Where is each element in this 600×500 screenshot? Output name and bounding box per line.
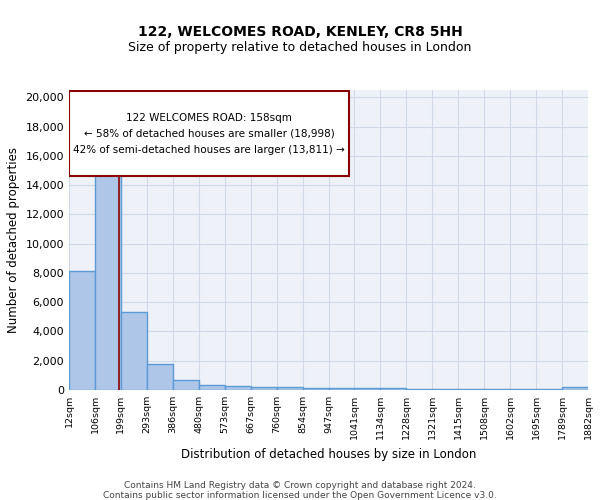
Bar (147, 364, 173, 390)
Bar (433, 388, 458, 390)
Text: Size of property relative to detached houses in London: Size of property relative to detached ho… (128, 41, 472, 54)
Bar (302, 388, 329, 390)
Bar (510, 389, 536, 390)
Text: 122 WELCOMES ROAD: 158sqm
← 58% of detached houses are smaller (18,998)
42% of s: 122 WELCOMES ROAD: 158sqm ← 58% of detac… (73, 114, 345, 154)
Bar (251, 387, 277, 390)
Bar (95, 148, 121, 390)
Text: 122, WELCOMES ROAD, KENLEY, CR8 5HH: 122, WELCOMES ROAD, KENLEY, CR8 5HH (137, 25, 463, 39)
Bar (484, 388, 510, 390)
Bar (562, 387, 588, 390)
Bar (173, 380, 199, 390)
Bar (458, 388, 484, 390)
Bar (380, 388, 406, 390)
Bar (355, 388, 380, 390)
Bar (225, 386, 251, 390)
Bar (329, 388, 355, 390)
FancyBboxPatch shape (69, 92, 349, 176)
Bar (277, 388, 302, 390)
Bar (406, 388, 432, 390)
Bar (69, 272, 95, 390)
Text: Contains HM Land Registry data © Crown copyright and database right 2024.
Contai: Contains HM Land Registry data © Crown c… (103, 481, 497, 500)
Bar (199, 385, 224, 390)
Bar (536, 389, 562, 390)
Bar (121, 312, 147, 390)
Y-axis label: Number of detached properties: Number of detached properties (7, 147, 20, 333)
X-axis label: Distribution of detached houses by size in London: Distribution of detached houses by size … (181, 448, 476, 460)
